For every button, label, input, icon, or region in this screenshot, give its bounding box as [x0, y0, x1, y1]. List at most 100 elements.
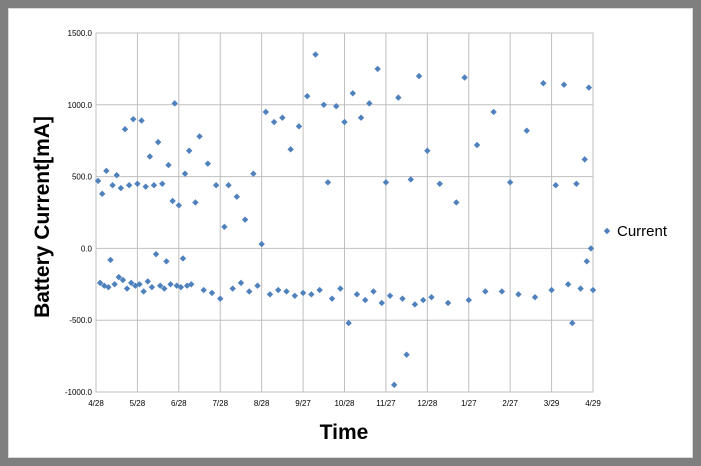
data-point	[415, 72, 423, 80]
x-tick-label: 6/28	[171, 399, 187, 408]
data-point	[295, 123, 303, 130]
y-tick-label: -500.0	[69, 316, 92, 325]
data-point	[161, 285, 168, 292]
data-point	[217, 295, 224, 302]
legend-label-current: Current	[617, 223, 668, 240]
data-point	[362, 296, 369, 304]
data-point	[577, 285, 584, 292]
scatter-chart: -1000.0 -500.0 0.0 500.0 1000.0 1500.0 4/28 5/…	[31, 29, 668, 444]
data-point	[136, 281, 143, 288]
data-point	[515, 291, 522, 298]
data-point	[585, 84, 593, 91]
data-point	[254, 282, 261, 289]
data-point	[407, 176, 414, 183]
data-point	[134, 180, 141, 187]
data-point	[461, 74, 468, 81]
data-point	[573, 180, 580, 187]
data-point	[320, 101, 327, 108]
data-point	[196, 133, 203, 140]
data-point	[275, 286, 282, 294]
data-point	[156, 282, 164, 289]
data-point	[564, 281, 572, 288]
data-point	[121, 126, 129, 133]
data-point	[175, 202, 183, 209]
data-point	[299, 289, 307, 297]
legend: Current	[603, 223, 668, 240]
data-point	[117, 184, 125, 192]
data-point	[169, 197, 176, 205]
data-point	[279, 114, 286, 121]
y-tick-label: 500.0	[72, 173, 93, 182]
data-point	[200, 286, 207, 294]
y-axis-ticks: -1000.0 -500.0 0.0 500.0 1000.0 1500.0	[65, 29, 93, 397]
y-tick-label: -1000.0	[65, 388, 93, 397]
data-point	[424, 147, 431, 154]
plot-area-border	[95, 32, 594, 393]
data-point	[142, 183, 149, 190]
data-point	[382, 179, 390, 186]
data-point	[128, 279, 135, 287]
chart-frame: -1000.0 -500.0 0.0 500.0 1000.0 1500.0 4/28 5/…	[8, 8, 693, 458]
data-point	[366, 100, 373, 107]
data-point	[179, 255, 187, 262]
data-point	[357, 114, 365, 121]
data-point	[123, 285, 131, 292]
x-tick-label: 5/28	[130, 399, 146, 408]
data-point	[107, 256, 114, 264]
data-point	[212, 182, 220, 189]
data-point	[192, 199, 199, 206]
data-point	[378, 299, 385, 307]
data-point	[312, 51, 319, 58]
x-tick-label: 1/27	[461, 399, 477, 408]
data-point	[324, 179, 332, 186]
x-tick-label: 10/28	[334, 399, 355, 408]
data-point	[115, 273, 122, 281]
x-tick-label: 3/29	[544, 399, 560, 408]
data-point	[148, 283, 156, 291]
data-point	[185, 147, 193, 154]
data-point	[270, 118, 278, 126]
data-point	[103, 167, 110, 175]
data-point	[287, 146, 294, 153]
data-point	[208, 289, 216, 297]
data-point	[140, 288, 147, 295]
data-point	[109, 182, 116, 189]
grid-lines	[95, 32, 594, 393]
data-point	[523, 127, 530, 134]
y-tick-label: 1500.0	[68, 29, 93, 38]
x-tick-label: 4/28	[88, 399, 104, 408]
data-point	[386, 292, 394, 299]
x-axis-ticks: 4/28 5/28 6/28 7/28 8/28 9/27 10/28 11/27 12/28 1…	[88, 399, 601, 408]
x-tick-label: 12/28	[417, 399, 438, 408]
data-point	[444, 299, 452, 307]
data-point	[258, 240, 265, 248]
data-point	[94, 177, 102, 185]
data-point	[411, 301, 419, 308]
data-point	[99, 190, 106, 198]
data-point	[337, 285, 344, 292]
data-point	[316, 286, 323, 294]
data-point	[548, 286, 555, 294]
x-tick-label: 11/27	[376, 399, 396, 408]
data-point	[250, 170, 257, 177]
data-point	[96, 279, 104, 287]
data-point	[304, 92, 311, 100]
data-point	[229, 285, 236, 292]
data-point	[498, 288, 506, 295]
data-point	[241, 216, 249, 223]
y-tick-label: 0.0	[81, 244, 93, 253]
data-point	[125, 182, 133, 189]
data-point	[370, 288, 377, 295]
data-point	[428, 294, 435, 301]
data-point	[403, 351, 410, 358]
data-point	[436, 180, 443, 187]
data-point	[345, 319, 352, 327]
data-point	[583, 258, 590, 265]
x-tick-label: 8/28	[254, 399, 270, 408]
data-point	[204, 160, 212, 167]
data-point	[266, 291, 274, 298]
data-point	[391, 381, 398, 389]
data-point	[453, 199, 460, 206]
x-tick-label: 7/28	[212, 399, 228, 408]
data-point	[154, 138, 162, 146]
